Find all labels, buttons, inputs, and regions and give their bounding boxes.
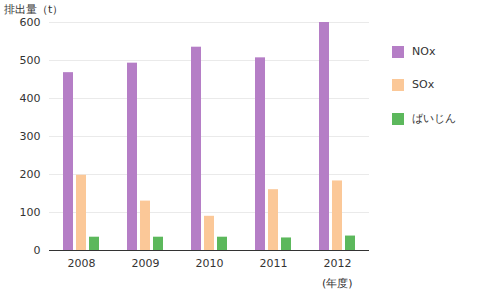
svg-text:500: 500 (20, 54, 41, 67)
html-text:ばいじん: ばいじん (412, 112, 456, 125)
svg-text:2012: 2012 (324, 257, 352, 270)
svg-text:0: 0 (34, 244, 41, 257)
html-text:(年度): (年度) (322, 277, 353, 290)
svg-text:400: 400 (20, 92, 41, 105)
svg-text:2010: 2010 (196, 257, 224, 270)
svg-text:2011: 2011 (260, 257, 288, 270)
html-text:SOx: SOx (412, 78, 435, 91)
svg-text:100: 100 (20, 206, 41, 219)
svg-text:2009: 2009 (132, 257, 160, 270)
svg-text:600: 600 (20, 16, 41, 29)
html-text:NOx: NOx (412, 45, 436, 58)
svg-text:2008: 2008 (68, 257, 96, 270)
html-text:排出量（t）: 排出量（t） (4, 3, 64, 16)
svg-text:300: 300 (20, 130, 41, 143)
svg-text:200: 200 (20, 168, 41, 181)
